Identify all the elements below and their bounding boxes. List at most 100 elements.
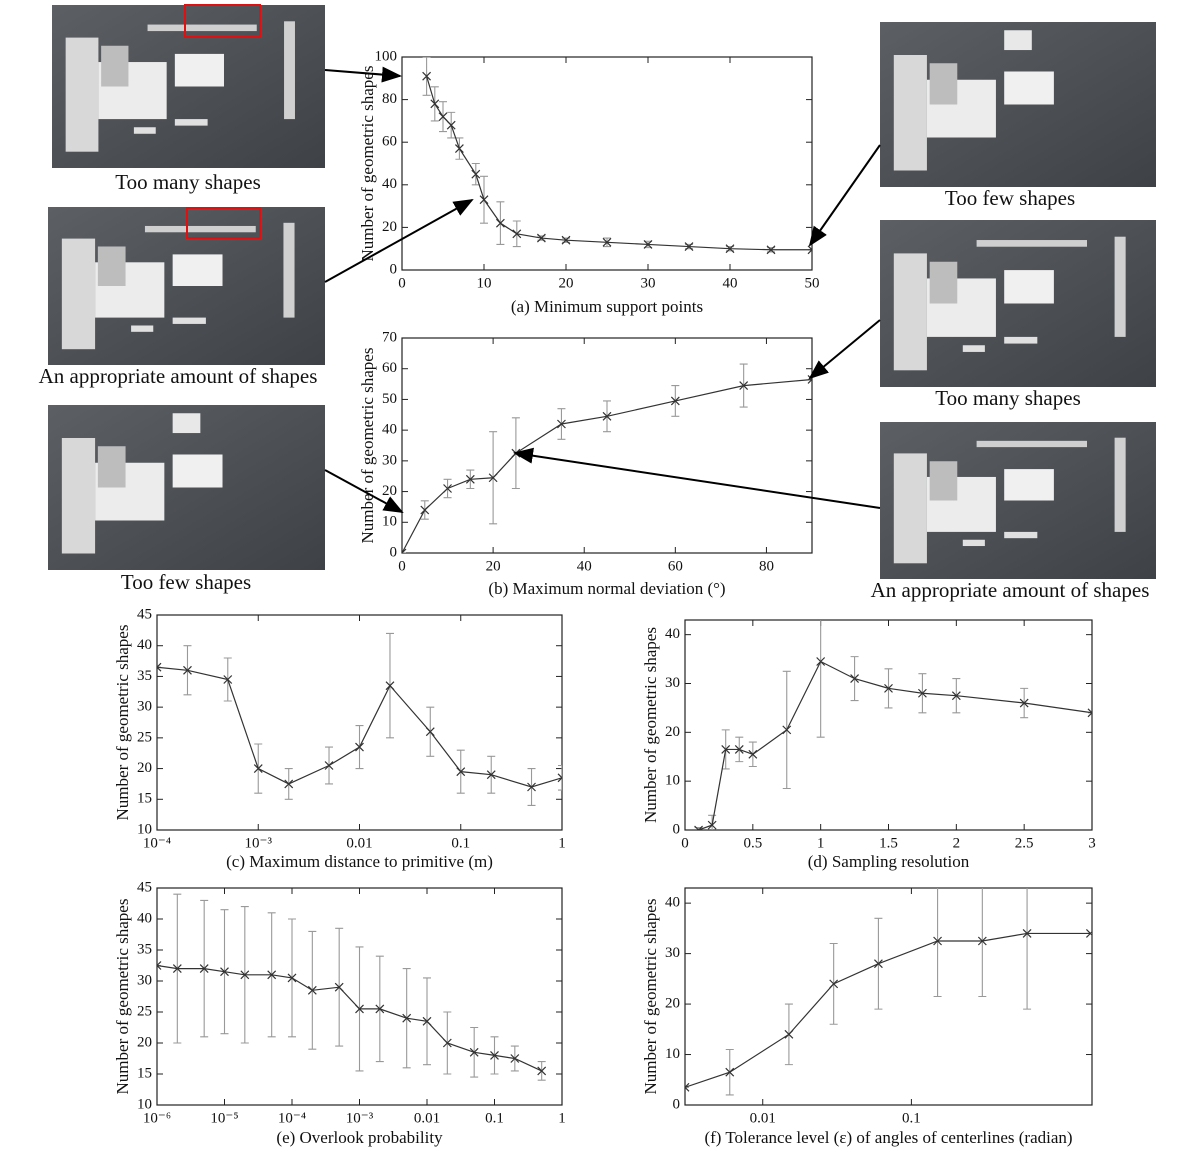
y-tick-label: 0 bbox=[390, 261, 398, 277]
x-axis-label: (b) Maximum normal deviation (°) bbox=[488, 579, 725, 598]
y-tick-label: 30 bbox=[665, 945, 680, 961]
data-line bbox=[427, 76, 812, 250]
y-tick-label: 80 bbox=[382, 91, 397, 107]
image-caption: Too many shapes bbox=[115, 170, 261, 194]
plot-frame bbox=[157, 615, 562, 830]
y-tick-label: 0 bbox=[673, 1096, 681, 1112]
y-tick-label: 15 bbox=[137, 1065, 152, 1081]
image-caption: Too many shapes bbox=[935, 386, 1081, 410]
building bbox=[148, 25, 257, 32]
building bbox=[173, 318, 206, 324]
building bbox=[977, 240, 1087, 247]
y-tick-label: 40 bbox=[382, 176, 397, 192]
x-tick-label: 0.1 bbox=[902, 1110, 921, 1126]
x-tick-label: 2 bbox=[953, 835, 961, 851]
x-tick-label: 60 bbox=[668, 558, 683, 574]
building bbox=[283, 223, 294, 318]
y-tick-label: 60 bbox=[382, 134, 397, 150]
building bbox=[62, 239, 95, 350]
y-axis-label: Number of geometric shapes bbox=[358, 66, 377, 262]
y-tick-label: 70 bbox=[382, 329, 397, 345]
arrows bbox=[325, 70, 880, 512]
x-axis-label: (e) Overlook probability bbox=[276, 1128, 443, 1147]
chart: 101520253035404510⁻⁴10⁻³0.010.11(c) Maxi… bbox=[113, 606, 566, 870]
y-tick-label: 30 bbox=[137, 972, 152, 988]
building bbox=[145, 226, 256, 232]
x-tick-label: 0.5 bbox=[743, 835, 762, 851]
building bbox=[173, 413, 201, 433]
building bbox=[173, 254, 223, 286]
x-tick-label: 40 bbox=[577, 558, 592, 574]
x-tick-label: 80 bbox=[759, 558, 774, 574]
x-tick-label: 0.1 bbox=[451, 835, 470, 851]
y-tick-label: 0 bbox=[390, 544, 398, 560]
x-tick-label: 10 bbox=[477, 275, 492, 291]
x-tick-label: 0.01 bbox=[346, 835, 372, 851]
building bbox=[1115, 438, 1126, 532]
building bbox=[1004, 270, 1054, 303]
y-tick-label: 20 bbox=[665, 996, 680, 1012]
building bbox=[131, 326, 153, 332]
y-tick-label: 60 bbox=[382, 360, 397, 376]
y-tick-label: 0 bbox=[673, 821, 681, 837]
y-tick-label: 10 bbox=[665, 1046, 680, 1062]
y-tick-label: 25 bbox=[137, 729, 152, 745]
x-tick-label: 1 bbox=[558, 1110, 566, 1126]
y-axis-label: Number of geometric shapes bbox=[641, 899, 660, 1095]
plot-frame bbox=[685, 888, 1092, 1105]
y-tick-label: 35 bbox=[137, 941, 152, 957]
y-tick-label: 40 bbox=[137, 910, 152, 926]
x-axis-label: (a) Minimum support points bbox=[511, 297, 703, 316]
data-line bbox=[685, 933, 1090, 1087]
x-tick-label: 10⁻⁴ bbox=[143, 835, 171, 851]
x-tick-label: 1 bbox=[817, 835, 825, 851]
building bbox=[101, 46, 128, 87]
image-caption: An appropriate amount of shapes bbox=[39, 364, 318, 388]
x-tick-label: 10⁻³ bbox=[346, 1110, 374, 1126]
figure: Too many shapes An appropriate amount of … bbox=[0, 0, 1189, 1155]
y-tick-label: 40 bbox=[382, 422, 397, 438]
building bbox=[894, 453, 927, 563]
building bbox=[963, 345, 985, 352]
x-axis-label: (c) Maximum distance to primitive (m) bbox=[226, 852, 493, 871]
building bbox=[98, 446, 126, 487]
building bbox=[66, 38, 99, 152]
y-tick-label: 30 bbox=[137, 699, 152, 715]
chart: 01020304000.511.522.53(d) Sampling resol… bbox=[641, 586, 1096, 871]
x-tick-label: 0.1 bbox=[485, 1110, 504, 1126]
y-tick-label: 15 bbox=[137, 791, 152, 807]
building bbox=[98, 247, 126, 287]
x-tick-label: 20 bbox=[559, 275, 574, 291]
x-tick-label: 40 bbox=[723, 275, 738, 291]
x-axis-label: (f) Tolerance level (ε) of angles of cen… bbox=[704, 1128, 1072, 1147]
y-tick-label: 30 bbox=[665, 675, 680, 691]
y-axis-label: Number of geometric shapes bbox=[358, 348, 377, 544]
render-image bbox=[880, 220, 1156, 387]
plot-area bbox=[398, 364, 816, 557]
plot-frame bbox=[685, 620, 1092, 830]
x-tick-label: 10⁻³ bbox=[245, 835, 273, 851]
x-tick-label: 20 bbox=[486, 558, 501, 574]
y-tick-label: 10 bbox=[665, 773, 680, 789]
building bbox=[894, 55, 927, 171]
y-tick-label: 35 bbox=[137, 668, 152, 684]
render-image bbox=[48, 207, 325, 365]
image-caption: An appropriate amount of shapes bbox=[871, 578, 1150, 602]
x-tick-label: 30 bbox=[641, 275, 656, 291]
building bbox=[963, 540, 985, 546]
building bbox=[894, 253, 927, 370]
image-caption: Too few shapes bbox=[121, 570, 251, 594]
building bbox=[134, 127, 156, 134]
y-tick-label: 45 bbox=[137, 879, 152, 895]
image-caption: Too few shapes bbox=[945, 186, 1075, 210]
y-tick-label: 45 bbox=[137, 606, 152, 622]
building bbox=[175, 119, 208, 126]
data-line bbox=[157, 966, 542, 1071]
render-image bbox=[48, 405, 325, 570]
building bbox=[930, 262, 958, 304]
chart: 0102030400.010.1(f) Tolerance level (ε) … bbox=[641, 858, 1094, 1147]
render-image bbox=[880, 22, 1156, 187]
building bbox=[62, 438, 95, 554]
x-tick-label: 2.5 bbox=[1015, 835, 1034, 851]
building bbox=[930, 461, 958, 500]
